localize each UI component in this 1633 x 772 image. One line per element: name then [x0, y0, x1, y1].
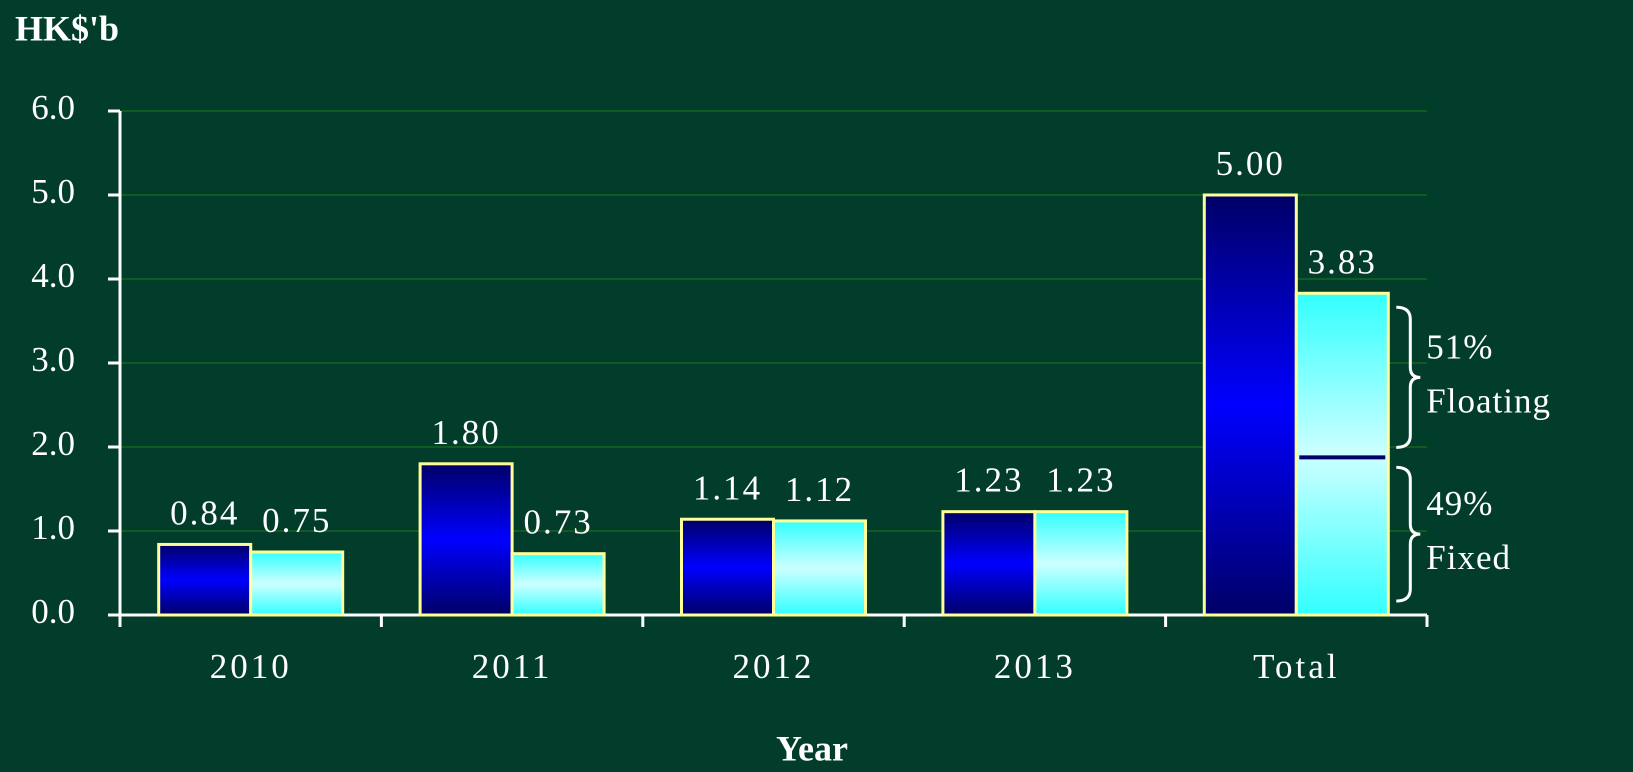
bar — [510, 552, 606, 617]
fixed-share: 49% — [1426, 484, 1493, 523]
brace-fixed — [1396, 465, 1421, 603]
value-label: 1.80 — [431, 413, 500, 452]
x-tick-label: Total — [1253, 647, 1339, 686]
bar — [1294, 291, 1390, 617]
value-label: 1.23 — [1046, 461, 1115, 500]
value-label: 1.14 — [693, 468, 762, 507]
bar — [157, 542, 253, 617]
bar — [772, 519, 867, 617]
y-axis-title: HK$'b — [15, 8, 119, 48]
y-tick-label: 6.0 — [31, 88, 75, 127]
bar — [1033, 510, 1129, 617]
y-tick-label: 1.0 — [31, 508, 75, 547]
y-tick-label: 5.0 — [31, 172, 75, 211]
floating-share: 51% — [1426, 327, 1493, 366]
y-tick-label: 3.0 — [31, 340, 75, 379]
floating-name: Floating — [1426, 381, 1551, 420]
bar — [941, 510, 1037, 617]
bar — [249, 550, 345, 617]
value-label: 3.83 — [1308, 242, 1377, 281]
value-label: 1.12 — [785, 470, 854, 509]
x-tick-label: 2012 — [733, 647, 815, 686]
x-tick-label: 2010 — [210, 647, 292, 686]
x-axis-title: Year — [776, 728, 848, 768]
value-label: 0.84 — [170, 493, 239, 532]
brace-floating — [1396, 305, 1421, 449]
bar — [418, 462, 514, 617]
x-tick-label: 2011 — [472, 647, 553, 686]
y-tick-label: 2.0 — [31, 424, 75, 463]
value-label: 0.75 — [262, 501, 331, 540]
fixed-name: Fixed — [1426, 538, 1511, 577]
y-tick-label: 0.0 — [31, 592, 75, 631]
value-label: 1.23 — [954, 461, 1023, 500]
bar — [1202, 193, 1298, 617]
value-label: 0.73 — [523, 503, 592, 542]
x-tick-label: 2013 — [994, 647, 1076, 686]
bar — [680, 517, 775, 617]
value-label: 5.00 — [1216, 144, 1285, 183]
y-tick-label: 4.0 — [31, 256, 75, 295]
